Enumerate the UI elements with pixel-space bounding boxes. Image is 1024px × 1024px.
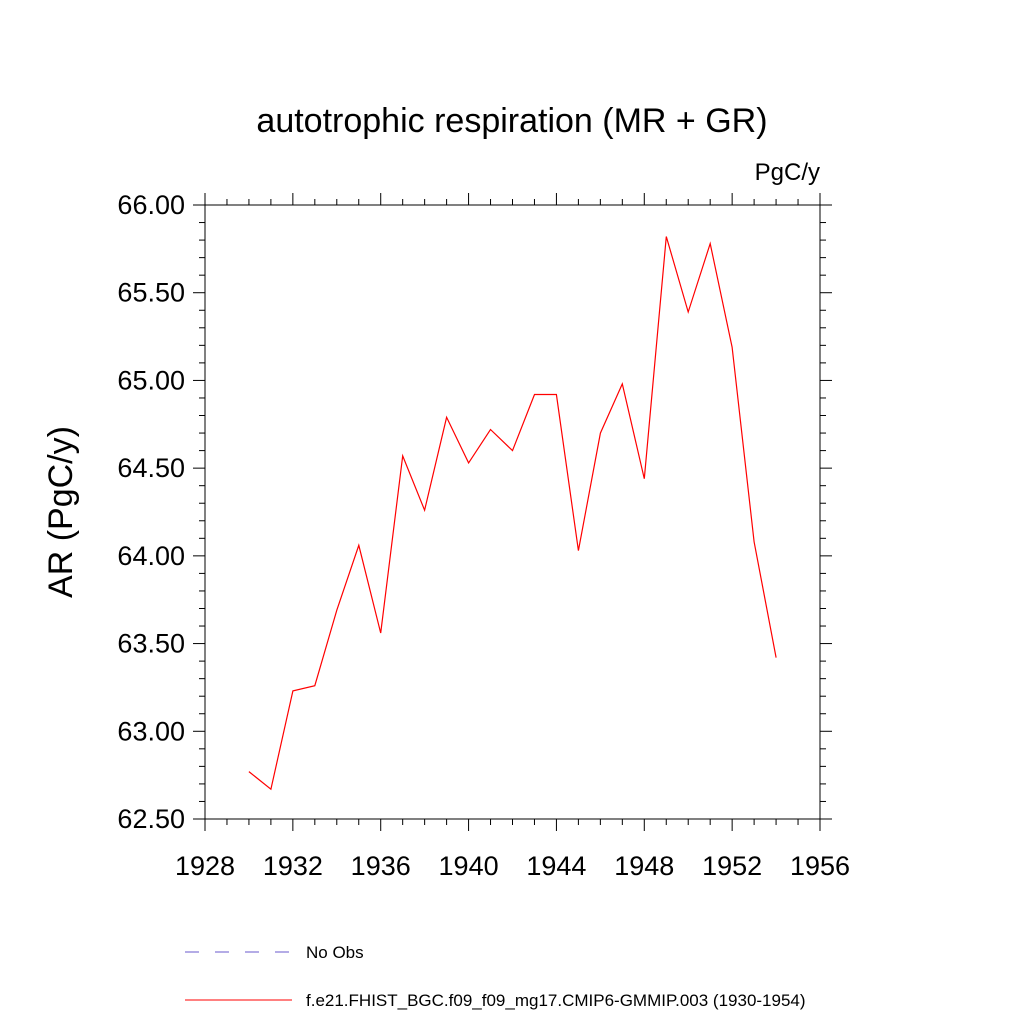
- x-tick-label: 1932: [263, 851, 323, 881]
- chart-title: autotrophic respiration (MR + GR): [256, 102, 767, 140]
- x-tick-labels: 1928 1932 1936 1940 1944 1948 1952 1956: [175, 851, 850, 881]
- legend: No Obs f.e21.FHIST_BGC.f09_f09_mg17.CMIP…: [185, 943, 806, 1010]
- legend-label-no-obs: No Obs: [306, 943, 364, 962]
- y-tick-label: 65.00: [117, 365, 185, 395]
- y-tick-label: 64.00: [117, 541, 185, 571]
- y-tick-label: 65.50: [117, 278, 185, 308]
- series-line-0: [248, 236, 777, 791]
- y-tick-labels: 62.50 63.00 63.50 64.00 64.50 65.00 65.50 66.00: [117, 190, 185, 834]
- x-tick-label: 1928: [175, 851, 235, 881]
- y-axis-label: AR (PgC/y): [42, 426, 80, 598]
- x-tick-label: 1940: [439, 851, 499, 881]
- axis-ticks: [193, 193, 832, 831]
- legend-label-model: f.e21.FHIST_BGC.f09_f09_mg17.CMIP6-GMMIP…: [306, 991, 806, 1010]
- x-tick-label: 1948: [614, 851, 674, 881]
- x-tick-label: 1936: [351, 851, 411, 881]
- y-tick-label: 62.50: [117, 804, 185, 834]
- plot-frame: [204, 204, 821, 820]
- series-lines: [248, 236, 777, 791]
- x-tick-label: 1952: [702, 851, 762, 881]
- x-tick-label: 1944: [526, 851, 586, 881]
- x-tick-label: 1956: [790, 851, 850, 881]
- y-tick-label: 63.00: [117, 716, 185, 746]
- y-tick-label: 63.50: [117, 629, 185, 659]
- units-label: PgC/y: [755, 159, 820, 186]
- y-tick-label: 66.00: [117, 190, 185, 220]
- y-tick-label: 64.50: [117, 453, 185, 483]
